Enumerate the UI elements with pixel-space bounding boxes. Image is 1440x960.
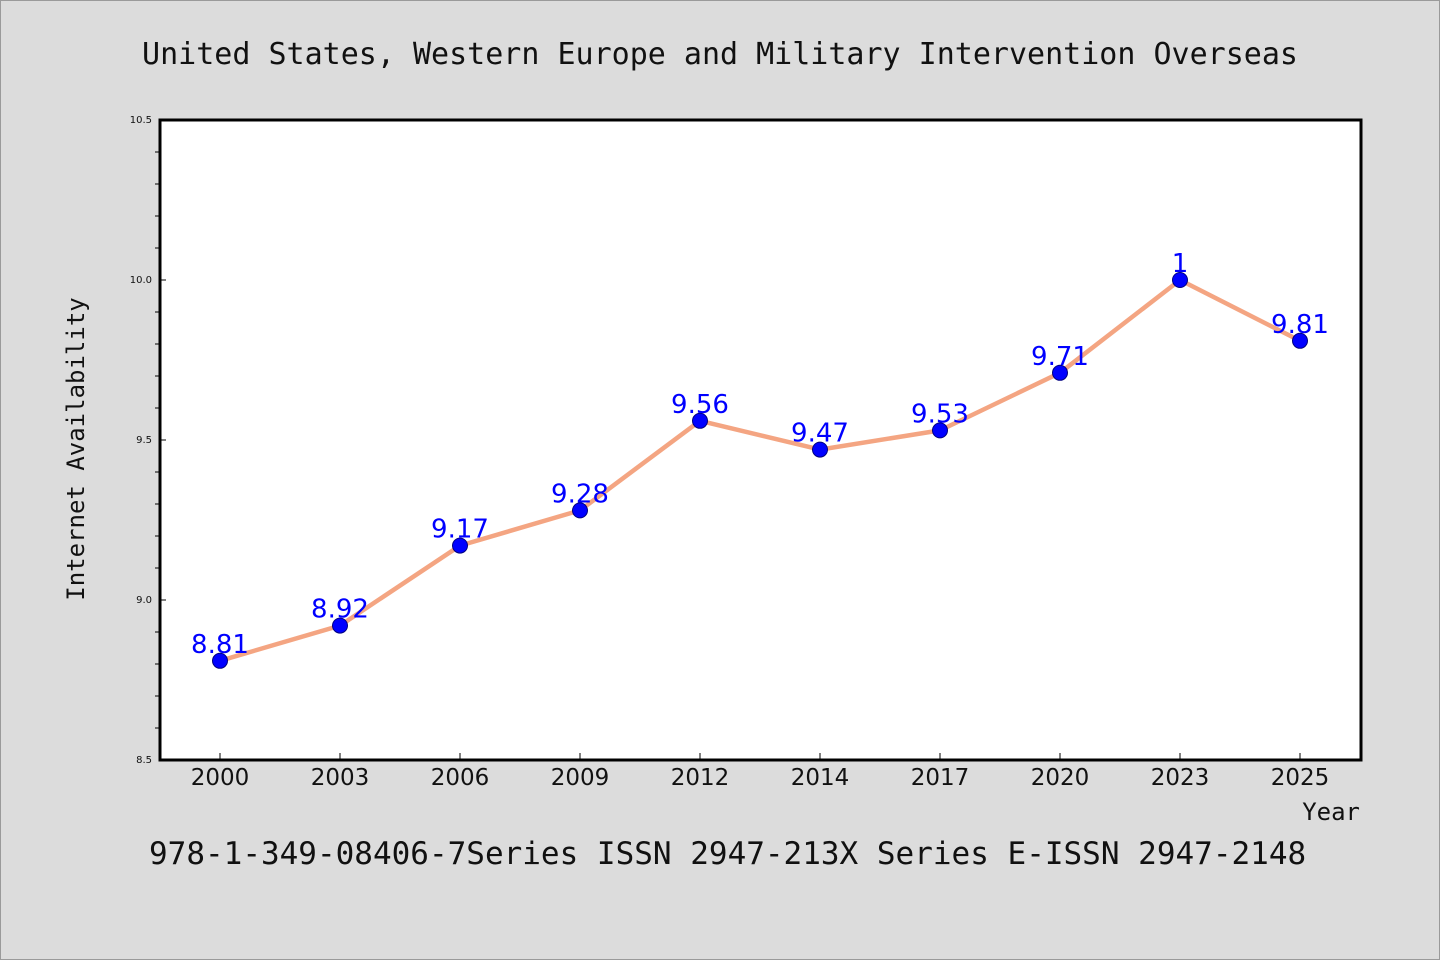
data-label: 8.81 bbox=[191, 630, 249, 660]
data-point bbox=[1292, 332, 1308, 349]
data-label: 9.81 bbox=[1271, 310, 1329, 340]
x-tick-label: 2000 bbox=[191, 765, 250, 791]
y-tick-label: 8.5 bbox=[136, 755, 152, 766]
series-line-layer bbox=[217, 277, 1303, 664]
y-axis-label: Internet Availability bbox=[62, 297, 90, 600]
x-axis-label: Year bbox=[1302, 798, 1360, 826]
data-label: 9.17 bbox=[431, 515, 489, 545]
data-label-layer: 8.81 8.92 9.17 9.28 9.56 9.47 9.53 9.71 1 9.81 bbox=[191, 249, 1329, 660]
data-label: 1 bbox=[1172, 249, 1189, 279]
y-axis: 8.5 9.0 9.5 10.0 10.5 bbox=[130, 115, 166, 766]
data-point bbox=[452, 537, 468, 554]
data-label: 9.53 bbox=[911, 399, 969, 429]
y-tick-label: 9.0 bbox=[136, 595, 152, 606]
data-point bbox=[812, 441, 828, 458]
plot-area bbox=[158, 118, 1363, 762]
data-point bbox=[212, 652, 228, 669]
x-axis: 2000 2003 2006 2009 2012 2014 2017 2020 2023 2025 bbox=[191, 753, 1330, 791]
x-tick-label: 2023 bbox=[1151, 765, 1210, 791]
y-tick-label: 10.5 bbox=[130, 115, 152, 126]
y-tick-label: 9.5 bbox=[136, 435, 152, 446]
x-tick-label: 2025 bbox=[1271, 765, 1330, 791]
x-tick-label: 2009 bbox=[551, 765, 610, 791]
data-point bbox=[572, 502, 588, 519]
data-point bbox=[332, 617, 348, 634]
x-tick-label: 2006 bbox=[431, 765, 490, 791]
data-label: 8.92 bbox=[311, 595, 369, 625]
x-tick-label: 2017 bbox=[911, 765, 970, 791]
series-line bbox=[217, 277, 1303, 664]
data-point bbox=[692, 412, 708, 429]
data-label: 9.71 bbox=[1031, 342, 1089, 372]
data-point bbox=[1052, 364, 1068, 381]
chart-title: United States, Western Europe and Milita… bbox=[142, 37, 1298, 72]
x-tick-label: 2012 bbox=[671, 765, 730, 791]
data-point bbox=[1172, 272, 1188, 288]
data-label: 9.47 bbox=[791, 419, 849, 449]
x-tick-label: 2020 bbox=[1031, 765, 1090, 791]
data-point bbox=[932, 422, 948, 439]
footer-isbn-issn: 978-1-349-08406-7Series ISSN 2947-213X S… bbox=[149, 836, 1306, 872]
x-tick-label: 2003 bbox=[311, 765, 370, 791]
marker-layer bbox=[212, 272, 1308, 669]
y-tick-label: 10.0 bbox=[130, 275, 152, 286]
data-label: 9.28 bbox=[551, 479, 609, 509]
x-tick-label: 2014 bbox=[791, 765, 850, 791]
data-label: 9.56 bbox=[671, 390, 729, 420]
